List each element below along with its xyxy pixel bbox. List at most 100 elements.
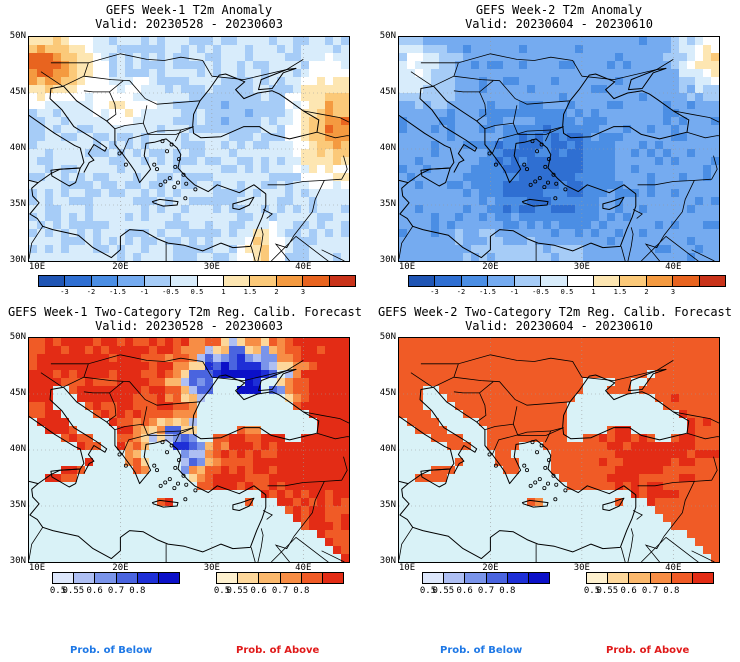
grid-cell	[423, 109, 432, 118]
grid-cell	[399, 490, 408, 499]
grid-cell	[133, 378, 142, 387]
grid-cell	[61, 490, 70, 499]
grid-cell	[245, 77, 254, 86]
grid-cell	[535, 37, 544, 46]
grid-cell	[93, 141, 102, 150]
grid-cell	[253, 546, 262, 555]
colorbar-tick-label: -1	[139, 288, 149, 296]
grid-cell	[671, 85, 680, 94]
grid-cell	[93, 442, 102, 451]
grid-cell	[53, 506, 62, 515]
grid-cell	[527, 442, 536, 451]
grid-cell	[583, 498, 592, 507]
grid-cell	[165, 418, 174, 427]
grid-cell	[551, 354, 560, 363]
grid-cell	[229, 37, 238, 46]
grid-cell	[293, 149, 302, 158]
grid-cell	[165, 402, 174, 411]
grid-cell	[109, 354, 118, 363]
grid-cell	[583, 370, 592, 379]
grid-cell	[559, 221, 568, 230]
colorbar-swatch	[158, 573, 180, 583]
grid-cell	[711, 354, 719, 363]
grid-cell	[85, 498, 94, 507]
grid-cell	[29, 458, 38, 467]
grid-cell	[77, 205, 86, 214]
grid-cell	[165, 490, 174, 499]
grid-cell	[511, 149, 520, 158]
grid-cell	[615, 538, 624, 547]
grid-cell	[181, 173, 190, 182]
grid-cell	[53, 141, 62, 150]
grid-cell	[551, 85, 560, 94]
grid-cell	[189, 362, 198, 371]
grid-cell	[229, 173, 238, 182]
grid-cell	[591, 45, 600, 54]
grid-cell	[333, 346, 342, 355]
lon-tick-label: 40E	[665, 262, 682, 272]
grid-cell	[711, 434, 719, 443]
grid-cell	[415, 554, 424, 562]
grid-cell	[687, 482, 696, 491]
grid-cell	[133, 418, 142, 427]
grid-cell	[237, 229, 246, 238]
grid-cell	[511, 514, 520, 523]
grid-cell	[37, 141, 46, 150]
border-line	[620, 547, 626, 562]
grid-cell	[61, 554, 70, 562]
grid-cell	[45, 101, 54, 110]
grid-cell	[277, 386, 286, 395]
grid-cell	[237, 386, 246, 395]
grid-cell	[125, 101, 134, 110]
grid-cell	[407, 538, 416, 547]
grid-cell	[615, 189, 624, 198]
grid-cell	[205, 109, 214, 118]
grid-cell	[647, 514, 656, 523]
grid-cell	[711, 45, 719, 54]
grid-cell	[341, 117, 349, 126]
grid-cell	[431, 245, 440, 254]
grid-cell	[439, 410, 448, 419]
grid-cell	[439, 229, 448, 238]
grid-cell	[439, 253, 448, 261]
grid-cell	[229, 474, 238, 483]
grid-cell	[455, 506, 464, 515]
grid-cell	[479, 197, 488, 206]
grid-cell	[639, 221, 648, 230]
grid-cell	[567, 346, 576, 355]
grid-cell	[647, 506, 656, 515]
grid-cell	[69, 165, 78, 174]
grid-cell	[309, 402, 318, 411]
grid-cell	[229, 197, 238, 206]
grid-cell	[69, 410, 78, 419]
grid-cell	[237, 434, 246, 443]
grid-cell	[213, 530, 222, 539]
grid-cell	[487, 77, 496, 86]
lat-tick-label: 45N	[379, 388, 396, 398]
grid-cell	[583, 237, 592, 246]
grid-cell	[471, 522, 480, 531]
grid-cell	[623, 546, 632, 555]
grid-cell	[407, 149, 416, 158]
grid-cell	[157, 141, 166, 150]
grid-cell	[407, 530, 416, 539]
grid-cell	[165, 394, 174, 403]
grid-cell	[567, 181, 576, 190]
grid-cell	[157, 253, 166, 261]
grid-cell	[575, 354, 584, 363]
grid-cell	[261, 498, 270, 507]
grid-cell	[455, 133, 464, 142]
grid-cell	[639, 213, 648, 222]
grid-cell	[77, 482, 86, 491]
grid-cell	[479, 37, 488, 46]
grid-cell	[197, 197, 206, 206]
grid-cell	[511, 522, 520, 531]
grid-cell	[301, 181, 310, 190]
grid-cell	[463, 386, 472, 395]
grid-cell	[181, 69, 190, 78]
grid-cell	[29, 45, 38, 54]
grid-cell	[37, 237, 46, 246]
grid-cell	[567, 69, 576, 78]
grid-cell	[615, 237, 624, 246]
grid-cell	[431, 213, 440, 222]
